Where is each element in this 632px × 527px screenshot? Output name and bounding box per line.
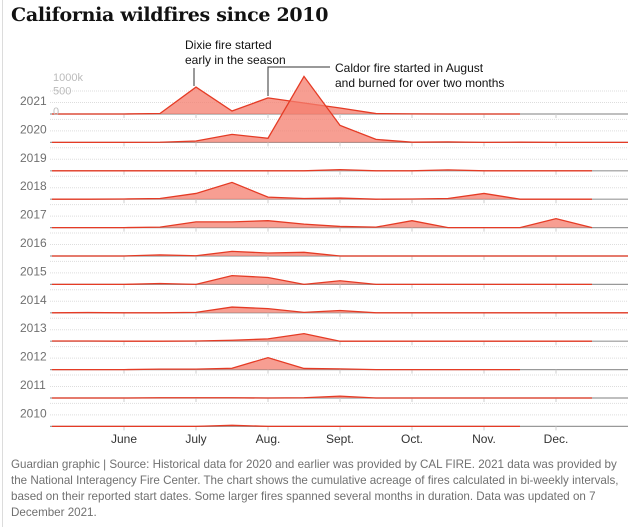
year-label-2011: 2011 [20, 378, 46, 392]
year-label-2010: 2010 [20, 406, 47, 420]
line-2017 [52, 217, 593, 229]
dixie-annotation-text: early in the season [185, 53, 286, 67]
caldor-annotation-line [267, 66, 330, 96]
line-2019 [52, 168, 592, 172]
month-label-Dec.: Dec. [544, 432, 569, 446]
ridgeline-chart: 2021 2020 2019 2018 2017 2016 2015 2014 2013 2012… [20, 38, 628, 446]
line-2015 [52, 275, 592, 286]
year-label-2014: 2014 [20, 293, 47, 307]
area-2017 [52, 218, 592, 228]
month-label-July: July [185, 432, 206, 446]
dixie-annotation-text: Dixie fire started [185, 38, 272, 52]
year-label-2015: 2015 [20, 264, 47, 278]
line-2010 [52, 424, 520, 428]
line-2016 [52, 250, 628, 257]
line-2012 [52, 356, 520, 371]
year-label-2017: 2017 [20, 208, 47, 222]
line-2021 [52, 86, 520, 115]
line-2014 [51, 306, 628, 314]
area-2020 [52, 76, 628, 143]
frame-border [2, 0, 3, 527]
scale-label-0: 0 [53, 106, 59, 118]
month-label-Oct.: Oct. [401, 432, 423, 446]
year-label-2021: 2021 [20, 94, 47, 108]
year-label-2016: 2016 [20, 236, 47, 250]
scale-label-1000k: 1000k [53, 72, 83, 84]
caldor-annotation-text: and burned for over two months [335, 76, 504, 90]
month-label-Sept.: Sept. [326, 432, 354, 446]
series-layer [51, 75, 628, 428]
chart-title: California wildfires since 2010 [11, 4, 329, 26]
area-2018 [52, 182, 592, 200]
footer-source-note: Guardian graphic | Source: Historical da… [11, 458, 619, 519]
line-2013 [52, 332, 592, 342]
year-label-2020: 2020 [20, 122, 47, 136]
month-label-Nov.: Nov. [472, 432, 496, 446]
area-2014 [52, 307, 628, 313]
scale-label-500: 500 [53, 86, 71, 98]
line-2018 [52, 181, 592, 200]
year-label-2013: 2013 [20, 321, 47, 335]
year-label-2019: 2019 [20, 151, 47, 165]
caldor-annotation-text: Caldor fire started in August [335, 61, 484, 75]
year-label-2018: 2018 [20, 179, 47, 193]
month-label-June: June [111, 432, 137, 446]
year-label-2012: 2012 [20, 350, 47, 364]
line-2020 [52, 75, 628, 144]
line-2011 [52, 395, 592, 399]
month-label-Aug.: Aug. [256, 432, 281, 446]
